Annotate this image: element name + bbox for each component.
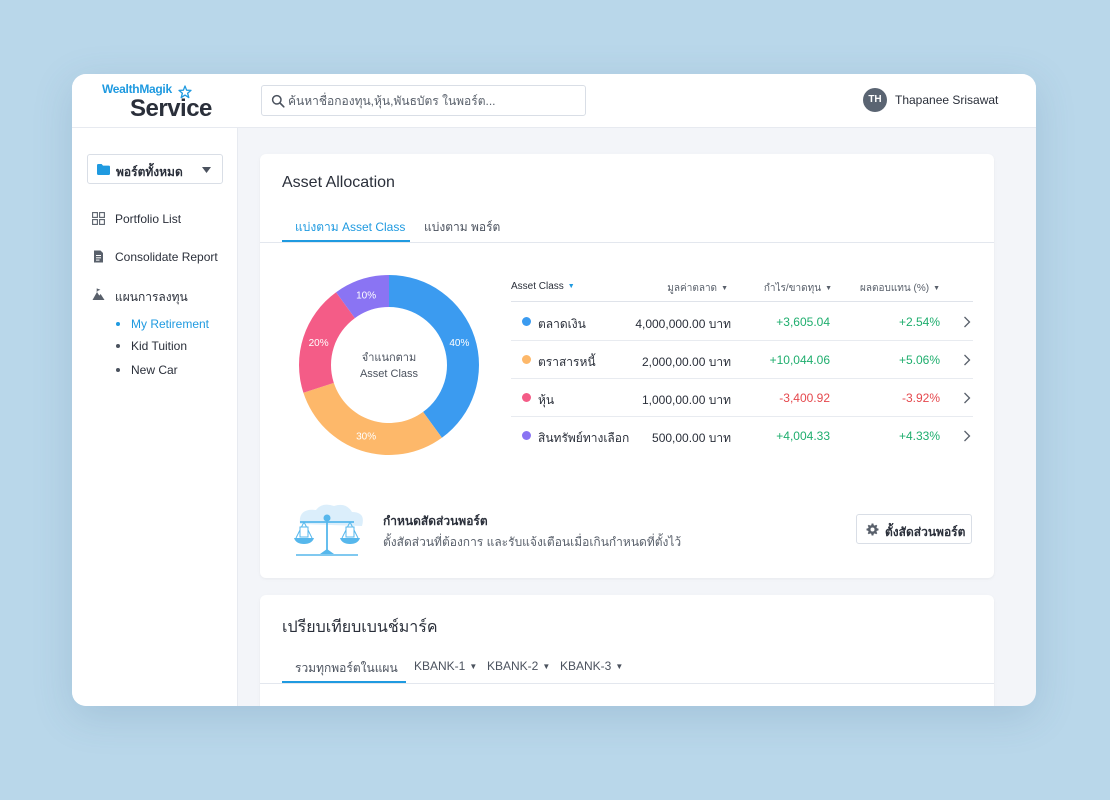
gain-loss: +4,004.33	[776, 429, 830, 443]
logo-wordmark-bottom: Service	[130, 95, 212, 122]
sidebar-item-label: Portfolio List	[115, 212, 182, 226]
return-percent: +2.54%	[898, 315, 940, 329]
donut-slice-label: 20%	[309, 338, 329, 349]
gear-icon	[866, 523, 879, 536]
donut-slice[interactable]	[389, 275, 479, 438]
table-row[interactable]: สินทรัพย์ทางเลือก 500,00.00 บาท +4,004.3…	[511, 417, 973, 455]
market-value: 2,000,00.00 บาท	[642, 355, 731, 369]
caret-down-icon: ▼	[615, 662, 624, 671]
return-percent: +4.33%	[898, 429, 940, 443]
donut-center-label: จำแนกตาม Asset Class	[298, 350, 480, 382]
active-tab-indicator	[282, 240, 410, 242]
caret-down-icon: ▼	[469, 662, 478, 671]
tab-kbank-3[interactable]: KBANK-3 ▼	[560, 659, 624, 673]
color-swatch	[522, 393, 531, 402]
benchmark-card: เปรียบเทียบเบนช์มาร์ค รวมทุกพอร์ตในแผน K…	[260, 595, 994, 706]
column-header-market-value[interactable]: มูลค่าตลาด ▼	[667, 283, 728, 294]
tab-kbank-2[interactable]: KBANK-2 ▼	[487, 659, 551, 673]
search-input[interactable]	[288, 86, 578, 115]
sidebar-item-label: แผนการลงทุน	[115, 290, 188, 304]
user-name[interactable]: Thapanee Srisawat	[895, 93, 999, 107]
asset-class-name: ตลาดเงิน	[538, 317, 586, 331]
allocation-donut-chart: 40% 30% 20% 10%	[299, 275, 479, 455]
market-value: 1,000,00.00 บาท	[642, 393, 731, 407]
benchmark-tabs: รวมทุกพอร์ตในแผน KBANK-1 ▼ KBANK-2 ▼ KBANK…	[260, 651, 994, 684]
asset-class-name: สินทรัพย์ทางเลือก	[538, 431, 630, 445]
caret-down-icon: ▼	[542, 662, 551, 671]
rebalance-description: ตั้งสัดส่วนที่ต้องการ และรับแจ้งเตือนเมื…	[383, 535, 682, 549]
asset-class-name: หุ้น	[538, 393, 555, 407]
allocation-tabs: แบ่งตาม Asset Class แบ่งตาม พอร์ต	[260, 210, 994, 243]
logo[interactable]: WealthMagik Service	[102, 82, 232, 122]
donut-slice[interactable]	[336, 275, 389, 319]
color-swatch	[522, 317, 531, 326]
asset-class-name: ตราสารหนี้	[538, 355, 596, 369]
column-header-gain-loss[interactable]: กำไร/ขาดทุน ▼	[763, 283, 832, 294]
color-swatch	[522, 355, 531, 364]
table-row[interactable]: หุ้น 1,000,00.00 บาท -3,400.92 -3.92%	[511, 379, 973, 417]
button-label: ตั้งสัดส่วนพอร์ต	[885, 525, 966, 539]
sidebar: พอร์ตทั้งหมด Portfolio List Consolidate …	[72, 128, 238, 706]
active-tab-indicator	[282, 681, 406, 683]
portfolio-dropdown-value: พอร์ตทั้งหมด	[116, 165, 183, 179]
tab-kbank-1[interactable]: KBANK-1 ▼	[414, 659, 478, 673]
table-header: Asset Class ▼ มูลค่าตลาด ▼ กำไร/ขาดทุน ▼ ผล…	[511, 272, 973, 302]
bullet-dot	[116, 368, 120, 372]
sidebar-item-label: Consolidate Report	[115, 250, 218, 264]
market-value: 500,00.00 บาท	[652, 431, 731, 445]
folder-icon	[97, 164, 110, 175]
market-value: 4,000,000.00 บาท	[635, 317, 731, 331]
donut-slice-label: 40%	[449, 338, 469, 349]
chevron-right-icon[interactable]	[963, 354, 971, 366]
card-title: เปรียบเทียบเบนช์มาร์ค	[282, 619, 438, 636]
tab-by-asset-class[interactable]: แบ่งตาม Asset Class	[295, 220, 406, 234]
logo-wordmark-top: WealthMagik	[102, 82, 172, 96]
chevron-right-icon[interactable]	[963, 430, 971, 442]
avatar[interactable]: TH	[863, 88, 887, 112]
search-icon	[271, 94, 285, 108]
asset-allocation-card: Asset Allocation แบ่งตาม Asset Class แบ่…	[260, 154, 994, 578]
app-window: WealthMagik Service TH Thapanee Srisawat…	[72, 74, 1036, 706]
sidebar-subitem-label: My Retirement	[131, 317, 210, 331]
search-box[interactable]	[261, 85, 586, 116]
set-portfolio-ratio-button[interactable]: ตั้งสัดส่วนพอร์ต	[856, 514, 972, 544]
star-icon	[178, 85, 192, 99]
donut-slice[interactable]	[299, 292, 355, 393]
donut-slice-label: 30%	[356, 431, 376, 442]
top-bar: WealthMagik Service TH Thapanee Srisawat	[72, 74, 1036, 128]
gain-loss: +3,605.04	[776, 315, 830, 329]
portfolio-dropdown[interactable]: พอร์ตทั้งหมด	[87, 154, 223, 184]
return-percent: +5.06%	[898, 353, 940, 367]
rebalance-title: กำหนดสัดส่วนพอร์ต	[383, 514, 488, 528]
donut-slice[interactable]	[303, 382, 442, 455]
gain-loss: -3,400.92	[779, 391, 830, 405]
donut-slice-label: 10%	[356, 291, 376, 302]
bullet-dot	[116, 344, 120, 348]
sidebar-subitem-label: Kid Tuition	[131, 339, 188, 353]
grid-icon	[92, 212, 105, 225]
column-header-asset-class[interactable]: Asset Class ▼	[511, 281, 575, 292]
tab-all-portfolios[interactable]: รวมทุกพอร์ตในแผน	[295, 661, 398, 675]
table-row[interactable]: ตลาดเงิน 4,000,000.00 บาท +3,605.04 +2.5…	[511, 303, 973, 341]
return-percent: -3.92%	[901, 391, 940, 405]
mountain-icon	[92, 288, 105, 300]
bullet-dot	[116, 322, 120, 326]
donut-center-line1: จำแนกตาม	[361, 352, 417, 364]
color-swatch	[522, 431, 531, 440]
caret-down-icon	[202, 167, 211, 173]
card-title: Asset Allocation	[282, 174, 395, 191]
chevron-right-icon[interactable]	[963, 316, 971, 328]
sidebar-subitem-label: New Car	[131, 363, 178, 377]
gain-loss: +10,044.06	[769, 353, 830, 367]
report-icon	[94, 250, 103, 263]
chevron-right-icon[interactable]	[963, 392, 971, 404]
donut-center-line2: Asset Class	[359, 368, 419, 380]
table-row[interactable]: ตราสารหนี้ 2,000,00.00 บาท +10,044.06 +5…	[511, 341, 973, 379]
balance-scale-illustration	[294, 504, 363, 556]
column-header-return[interactable]: ผลตอบแทน (%) ▼	[860, 283, 940, 294]
tab-by-portfolio[interactable]: แบ่งตาม พอร์ต	[424, 220, 501, 234]
